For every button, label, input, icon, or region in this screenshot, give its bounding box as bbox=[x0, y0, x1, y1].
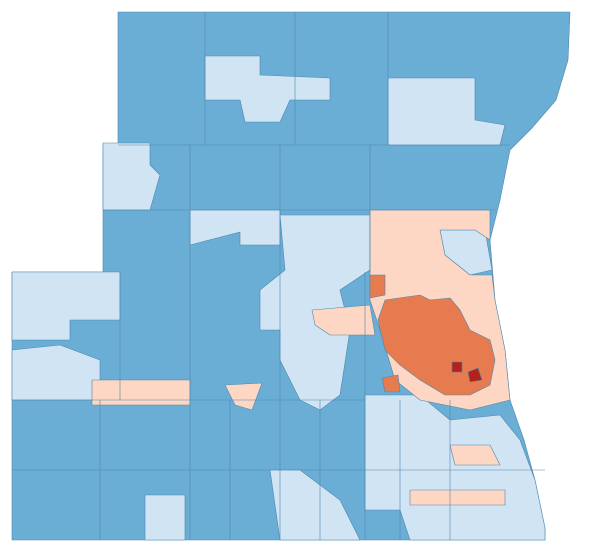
region bbox=[377, 294, 496, 396]
region bbox=[451, 361, 463, 373]
region bbox=[224, 382, 263, 411]
region bbox=[311, 304, 376, 336]
region bbox=[449, 444, 501, 466]
region bbox=[204, 55, 331, 123]
region bbox=[381, 374, 401, 393]
region bbox=[144, 494, 186, 541]
boundaries bbox=[12, 12, 545, 540]
region bbox=[91, 379, 191, 406]
region bbox=[369, 274, 386, 299]
region bbox=[409, 489, 506, 506]
region bbox=[467, 367, 483, 383]
